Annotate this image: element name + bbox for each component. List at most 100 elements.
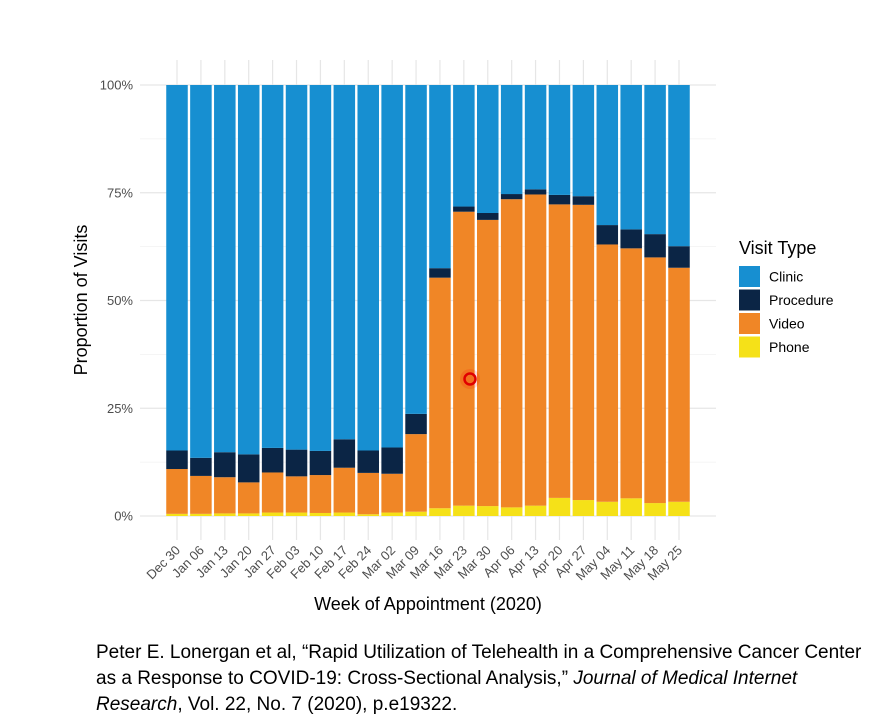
bar-segment-phone	[285, 512, 308, 516]
bar-segment-procedure	[620, 229, 642, 249]
bar-segment-video	[166, 469, 188, 514]
bar-segment-phone	[572, 500, 595, 516]
bar-segment-procedure	[500, 194, 523, 200]
bar-segment-video	[285, 476, 308, 513]
bar-segment-procedure	[405, 413, 427, 435]
bar-segment-procedure	[596, 225, 619, 245]
bar-segment-phone	[405, 511, 427, 516]
y-tick-label: 75%	[107, 185, 133, 200]
bar-segment-procedure	[477, 213, 499, 220]
bar-segment-video	[190, 475, 212, 514]
bar-segment-video	[668, 267, 690, 502]
bar-segment-clinic	[596, 85, 619, 226]
bar-segment-video	[500, 199, 523, 508]
legend-label-phone: Phone	[769, 339, 810, 355]
y-tick-label: 100%	[100, 78, 134, 93]
bar-segment-clinic	[214, 85, 236, 453]
bar-segment-clinic	[309, 85, 332, 451]
bar-segment-video	[429, 277, 451, 509]
bar-segment-phone	[333, 512, 356, 516]
bar-segment-video	[644, 257, 666, 504]
bar-segment-procedure	[644, 234, 666, 258]
bar-segment-procedure	[214, 452, 236, 478]
bar-segment-phone	[644, 503, 666, 516]
bar-segment-phone	[596, 501, 619, 516]
bar-segment-phone	[166, 513, 188, 516]
legend-label-procedure: Procedure	[769, 292, 834, 308]
bar-segment-clinic	[572, 85, 595, 197]
bars	[166, 85, 690, 516]
bar-segment-clinic	[261, 85, 284, 448]
x-axis-title: Week of Appointment (2020)	[314, 594, 542, 614]
bar-segment-clinic	[477, 85, 499, 214]
bar-segment-procedure	[548, 194, 571, 205]
pointer-marker	[460, 369, 480, 389]
legend: Visit Type Clinic Procedure Video Phone	[739, 238, 834, 358]
bar-segment-phone	[453, 505, 475, 516]
bar-segment-procedure	[668, 246, 690, 268]
bar-segment-phone	[620, 498, 642, 516]
bar-segment-video	[477, 219, 499, 507]
bar-segment-video	[620, 248, 642, 499]
bar-segment-clinic	[381, 85, 403, 448]
bar-segment-video	[381, 473, 403, 513]
bar-segment-phone	[237, 513, 260, 516]
y-tick-label: 25%	[107, 401, 133, 416]
bar-segment-procedure	[453, 206, 475, 212]
bar-segment-procedure	[429, 268, 451, 278]
bar-segment-clinic	[333, 85, 356, 440]
bar-segment-procedure	[524, 189, 547, 195]
legend-label-video: Video	[769, 316, 805, 332]
bar-segment-video	[596, 244, 619, 502]
bar-segment-clinic	[453, 85, 475, 207]
bar-segment-video	[453, 211, 475, 506]
bar-segment-phone	[214, 513, 236, 516]
bar-segment-procedure	[285, 449, 308, 477]
bar-segment-video	[357, 472, 379, 515]
legend-swatch-video	[739, 313, 760, 334]
bar-segment-phone	[500, 507, 523, 516]
y-axis-title: Proportion of Visits	[71, 225, 91, 376]
bar-segment-clinic	[500, 85, 523, 195]
bar-segment-phone	[477, 506, 499, 516]
bar-segment-procedure	[309, 450, 332, 476]
bar-segment-clinic	[166, 85, 188, 451]
bar-segment-clinic	[285, 85, 308, 450]
bar-segment-procedure	[261, 447, 284, 473]
bar-segment-video	[524, 194, 547, 506]
bar-segment-clinic	[644, 85, 666, 235]
bar-segment-phone	[668, 501, 690, 516]
bar-segment-clinic	[405, 85, 427, 414]
bar-segment-clinic	[429, 85, 451, 269]
bar-segment-phone	[190, 513, 212, 516]
bar-segment-video	[214, 477, 236, 514]
bar-segment-video	[261, 472, 284, 513]
y-tick-label: 50%	[107, 293, 133, 308]
bar-segment-phone	[381, 512, 403, 516]
bar-segment-clinic	[237, 85, 260, 455]
legend-label-clinic: Clinic	[769, 269, 803, 285]
bar-segment-procedure	[357, 450, 379, 473]
bar-segment-procedure	[572, 196, 595, 205]
bar-segment-video	[333, 467, 356, 513]
bar-segment-clinic	[357, 85, 379, 451]
citation-details: , Vol. 22, No. 7 (2020), p.e19322.	[177, 694, 458, 715]
bar-segment-clinic	[524, 85, 547, 190]
bar-segment-clinic	[668, 85, 690, 247]
bar-segment-clinic	[548, 85, 571, 195]
bar-segment-phone	[429, 508, 451, 516]
bar-segment-procedure	[381, 447, 403, 474]
bar-segment-clinic	[620, 85, 642, 230]
bar-segment-phone	[261, 512, 284, 516]
bar-segment-phone	[309, 512, 332, 516]
legend-title: Visit Type	[739, 238, 816, 258]
bar-segment-phone	[524, 505, 547, 516]
bar-segment-video	[405, 434, 427, 512]
bar-segment-procedure	[237, 454, 260, 483]
citation-journal: Journal of Medical Internet Research	[96, 668, 798, 715]
bar-segment-video	[548, 204, 571, 498]
legend-swatch-procedure	[739, 289, 760, 311]
legend-swatch-clinic	[739, 266, 760, 287]
